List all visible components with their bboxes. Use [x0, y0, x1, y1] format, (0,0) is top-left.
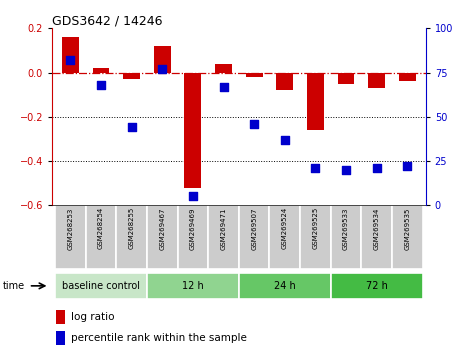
Text: 24 h: 24 h — [274, 281, 296, 291]
Point — [158, 66, 166, 72]
Point — [342, 167, 350, 173]
Bar — [56, 331, 65, 345]
Bar — [392, 205, 423, 269]
Bar — [368, 73, 385, 88]
Bar — [300, 205, 331, 269]
Text: percentile rank within the sample: percentile rank within the sample — [71, 333, 246, 343]
Point — [312, 165, 319, 171]
Text: 12 h: 12 h — [182, 281, 204, 291]
Point — [128, 125, 135, 130]
Text: GSM268255: GSM268255 — [129, 207, 135, 250]
Text: GSM268253: GSM268253 — [68, 207, 73, 250]
Bar — [215, 64, 232, 73]
Text: GSM269533: GSM269533 — [343, 207, 349, 250]
Point — [373, 165, 380, 171]
Text: baseline control: baseline control — [62, 281, 140, 291]
Point — [67, 57, 74, 63]
Bar — [55, 205, 86, 269]
Bar — [184, 73, 201, 188]
Text: GSM269524: GSM269524 — [282, 207, 288, 250]
Text: GSM269534: GSM269534 — [374, 207, 380, 250]
Bar — [239, 205, 270, 269]
Bar — [86, 205, 116, 269]
Bar — [270, 205, 300, 269]
Text: 72 h: 72 h — [366, 281, 388, 291]
Bar — [307, 73, 324, 130]
Point — [250, 121, 258, 127]
Bar — [246, 73, 263, 77]
Bar — [62, 37, 79, 73]
Text: GDS3642 / 14246: GDS3642 / 14246 — [52, 14, 163, 27]
Bar — [154, 46, 171, 73]
Bar — [239, 273, 331, 299]
Text: GSM269469: GSM269469 — [190, 207, 196, 250]
Text: GSM269525: GSM269525 — [313, 207, 318, 250]
Bar — [361, 205, 392, 269]
Point — [189, 194, 197, 199]
Bar — [331, 205, 361, 269]
Bar — [147, 273, 239, 299]
Text: GSM268254: GSM268254 — [98, 207, 104, 250]
Bar — [147, 205, 177, 269]
Bar — [56, 310, 65, 324]
Bar — [399, 73, 416, 81]
Point — [220, 84, 228, 90]
Point — [403, 164, 411, 169]
Text: GSM269535: GSM269535 — [404, 207, 410, 250]
Point — [281, 137, 289, 143]
Bar — [177, 205, 208, 269]
Bar — [208, 205, 239, 269]
Bar — [116, 205, 147, 269]
Text: GSM269467: GSM269467 — [159, 207, 165, 250]
Bar — [123, 73, 140, 79]
Text: log ratio: log ratio — [71, 312, 114, 322]
Text: GSM269507: GSM269507 — [251, 207, 257, 250]
Bar — [331, 273, 423, 299]
Text: time: time — [2, 281, 25, 291]
Bar — [276, 73, 293, 90]
Bar — [93, 68, 109, 73]
Bar — [338, 73, 354, 84]
Point — [97, 82, 105, 88]
Bar — [55, 273, 147, 299]
Text: GSM269471: GSM269471 — [220, 207, 227, 250]
